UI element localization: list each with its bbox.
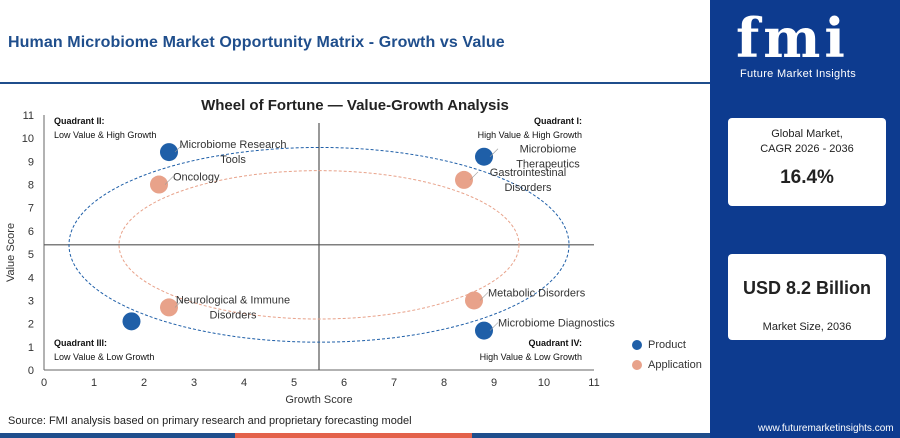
fmi-logo[interactable]: fmi Future Market Insights [728, 6, 888, 86]
x-tick-label-3: 3 [191, 377, 197, 389]
cagr-card: Global Market, CAGR 2026 - 2036 16.4% [728, 118, 886, 206]
point-0-product [160, 143, 178, 162]
website-link[interactable]: www.futuremarketinsights.com [758, 423, 894, 434]
y-tick-label-3: 3 [28, 295, 34, 307]
sidebar-panel: fmi Future Market Insights Global Market… [710, 0, 900, 438]
point-4-label-1: Disorders [209, 309, 257, 321]
point-6-label-0: Microbiome Diagnostics [498, 318, 615, 330]
y-tick-label-5: 5 [28, 249, 34, 261]
y-tick-label-8: 8 [28, 180, 34, 192]
page-title: Human Microbiome Market Opportunity Matr… [8, 34, 505, 51]
x-tick-label-0: 0 [41, 377, 47, 389]
legend-item-product: Product [632, 335, 702, 355]
cagr-label-line-1: Global Market, [771, 128, 843, 140]
cagr-label-line-2: CAGR 2026 - 2036 [760, 143, 854, 155]
ellipse-application [118, 170, 520, 320]
y-tick-label-10: 10 [22, 133, 34, 145]
quadrant-title-4: Quadrant IV: [528, 338, 582, 348]
y-tick-label-6: 6 [28, 226, 34, 238]
point-5-label-0: Metabolic Disorders [488, 287, 586, 299]
quadrant-subtitle-1: Low Value & High Growth [54, 130, 156, 140]
x-tick-label-10: 10 [538, 377, 550, 389]
logo-wordmark: fmi [736, 6, 849, 70]
legend-item-application: Application [632, 355, 702, 375]
point-5-leader [479, 292, 489, 301]
application-marker-icon [632, 360, 642, 370]
point-0-label-0: Microbiome Research [180, 139, 287, 151]
x-tick-label-4: 4 [241, 377, 247, 389]
opportunity-matrix-chart: Wheel of Fortune — Value-Growth Analysis… [0, 88, 710, 428]
point-3-leader [469, 171, 479, 181]
scatter-plot: Wheel of Fortune — Value-Growth Analysis… [5, 97, 615, 406]
cagr-value: 16.4% [780, 167, 834, 188]
point-2-product [475, 147, 493, 166]
chart-title: Wheel of Fortune — Value-Growth Analysis [201, 97, 509, 114]
header-divider [0, 82, 710, 84]
ellipse-product [68, 146, 570, 343]
chart-legend: Product Application [632, 335, 702, 375]
market-size-card: USD 8.2 Billion Market Size, 2036 [728, 254, 886, 340]
point-4-label-0: Neurological & Immune [176, 294, 290, 306]
point-2-label-1: Therapeutics [516, 159, 580, 171]
point-2-leader [489, 148, 499, 157]
y-axis-label: Value Score [5, 223, 17, 282]
point-0-label-1: Tools [220, 154, 246, 166]
point-0-leader [174, 143, 184, 153]
y-tick-label-4: 4 [28, 272, 34, 284]
quadrant-subtitle-2: High Value & High Growth [478, 130, 582, 140]
y-tick-label-1: 1 [28, 342, 34, 354]
legend-label-product: Product [648, 339, 686, 351]
quadrant-title-2: Quadrant I: [534, 116, 582, 126]
point-2-label-0: Microbiome [520, 144, 577, 156]
quadrant-title-1: Quadrant II: [54, 116, 105, 126]
cagr-label: Global Market, CAGR 2026 - 2036 [728, 127, 886, 157]
product-marker-icon [632, 340, 642, 350]
market-size-label: Market Size, 2036 [762, 321, 852, 333]
accent-segment-blue-right [472, 433, 710, 438]
point-3-label-0: Gastrointestinal [490, 167, 566, 179]
y-tick-label-9: 9 [28, 156, 34, 168]
x-tick-label-5: 5 [291, 377, 297, 389]
point-3-label-1: Disorders [504, 182, 552, 194]
x-tick-label-1: 1 [91, 377, 97, 389]
point-5-application [465, 291, 483, 310]
bottom-accent-bar [0, 433, 710, 438]
point-3-application [455, 170, 473, 189]
x-tick-label-11: 11 [588, 377, 599, 389]
y-tick-label-2: 2 [28, 319, 34, 331]
accent-segment-orange [235, 433, 472, 438]
x-axis-label: Growth Score [285, 394, 352, 406]
quadrant-subtitle-3: Low Value & Low Growth [54, 352, 154, 362]
x-tick-label-8: 8 [441, 377, 447, 389]
point-4-leader [174, 299, 184, 308]
y-tick-label-0: 0 [28, 365, 34, 377]
accent-segment-blue [0, 433, 235, 438]
quadrant-subtitle-4: High Value & Low Growth [480, 352, 582, 362]
x-tick-label-7: 7 [391, 377, 397, 389]
logo-tagline: Future Market Insights [740, 68, 857, 80]
point-1-label-0: Oncology [173, 172, 220, 184]
x-tick-label-9: 9 [491, 377, 497, 389]
point-6-product [475, 321, 493, 340]
legend-label-application: Application [648, 359, 702, 371]
point-4-application [160, 298, 178, 317]
market-size-value: USD 8.2 Billion [742, 278, 872, 298]
point-7-product [122, 312, 141, 331]
x-tick-label-6: 6 [341, 377, 347, 389]
x-tick-label-2: 2 [141, 377, 147, 389]
point-1-application [150, 175, 168, 194]
point-1-leader [164, 176, 174, 185]
quadrant-title-3: Quadrant III: [54, 338, 107, 348]
y-tick-label-7: 7 [28, 203, 34, 215]
source-note: Source: FMI analysis based on primary re… [8, 415, 412, 427]
y-tick-label-11: 11 [23, 110, 34, 122]
point-6-leader [489, 322, 499, 331]
